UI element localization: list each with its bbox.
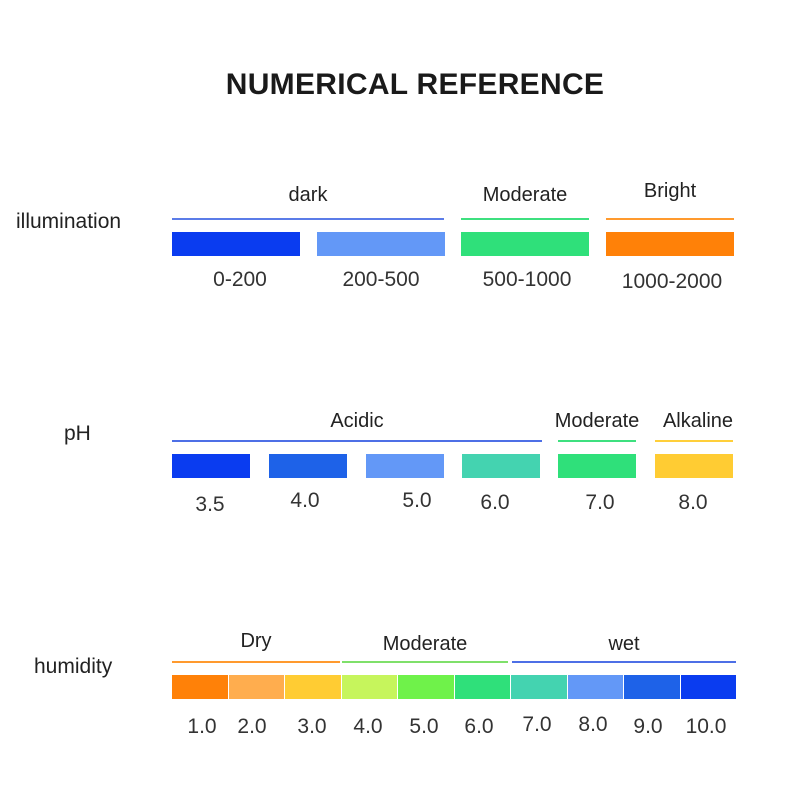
illumination-swatch <box>317 232 445 256</box>
illumination-group-dark-label: dark <box>288 184 328 206</box>
humidity-label: humidity <box>34 655 113 678</box>
humidity-group-wet-label: wet <box>608 633 640 655</box>
humidity-group-dry-rule <box>172 661 340 663</box>
humidity-swatch <box>398 675 454 699</box>
humidity-value: 6.0 <box>464 715 494 738</box>
ph-group-acidic-rule <box>172 440 542 442</box>
humidity-swatch <box>172 675 228 699</box>
humidity-value: 3.0 <box>297 715 327 738</box>
ph-swatch <box>172 454 250 478</box>
illumination-swatch <box>461 232 589 256</box>
ph-group-acidic-label: Acidic <box>330 410 384 432</box>
illumination-value: 1000-2000 <box>621 270 723 293</box>
humidity-value: 9.0 <box>633 715 663 738</box>
illumination-value: 500-1000 <box>482 268 572 291</box>
humidity-value: 1.0 <box>187 715 217 738</box>
ph-value: 6.0 <box>480 491 510 514</box>
humidity-group-wet-rule <box>512 661 736 663</box>
ph-swatch <box>462 454 540 478</box>
ph-swatch <box>366 454 444 478</box>
humidity-swatch <box>681 675 736 699</box>
ph-value: 4.0 <box>290 489 320 512</box>
illumination-value: 200-500 <box>342 268 420 291</box>
humidity-value: 5.0 <box>409 715 439 738</box>
humidity-value: 4.0 <box>353 715 383 738</box>
illumination-group-moderate-label: Moderate <box>482 184 568 206</box>
ph-group-alkaline-rule <box>655 440 733 442</box>
ph-value: 3.5 <box>195 493 225 516</box>
illumination-value: 0-200 <box>213 268 267 291</box>
ph-group-moderate-label: Moderate <box>554 410 640 432</box>
illumination-swatch <box>606 232 734 256</box>
humidity-swatch <box>342 675 397 699</box>
illumination-label: illumination <box>16 210 122 233</box>
humidity-value: 10.0 <box>685 715 727 738</box>
ph-group-moderate-rule <box>558 440 636 442</box>
humidity-swatch <box>568 675 623 699</box>
illumination-group-bright-rule <box>606 218 734 220</box>
humidity-group-moderate-rule <box>342 661 508 663</box>
page-title: NUMERICAL REFERENCE <box>225 68 605 101</box>
humidity-swatch <box>624 675 680 699</box>
humidity-swatch <box>285 675 341 699</box>
humidity-swatch <box>229 675 284 699</box>
ph-value: 5.0 <box>402 489 432 512</box>
humidity-value: 7.0 <box>522 713 552 736</box>
illumination-group-dark-rule <box>172 218 444 220</box>
humidity-group-dry-label: Dry <box>240 630 272 652</box>
ph-swatch <box>269 454 347 478</box>
ph-value: 8.0 <box>678 491 708 514</box>
illumination-group-bright-label: Bright <box>643 180 697 202</box>
illumination-swatch <box>172 232 300 256</box>
ph-value: 7.0 <box>585 491 615 514</box>
humidity-group-moderate-label: Moderate <box>382 633 468 655</box>
humidity-value: 8.0 <box>578 713 608 736</box>
humidity-swatch <box>455 675 510 699</box>
illumination-group-moderate-rule <box>461 218 589 220</box>
humidity-value: 2.0 <box>237 715 267 738</box>
ph-group-alkaline-label: Alkaline <box>662 410 734 432</box>
humidity-swatch <box>511 675 567 699</box>
ph-label: pH <box>64 422 91 445</box>
ph-swatch <box>655 454 733 478</box>
ph-swatch <box>558 454 636 478</box>
